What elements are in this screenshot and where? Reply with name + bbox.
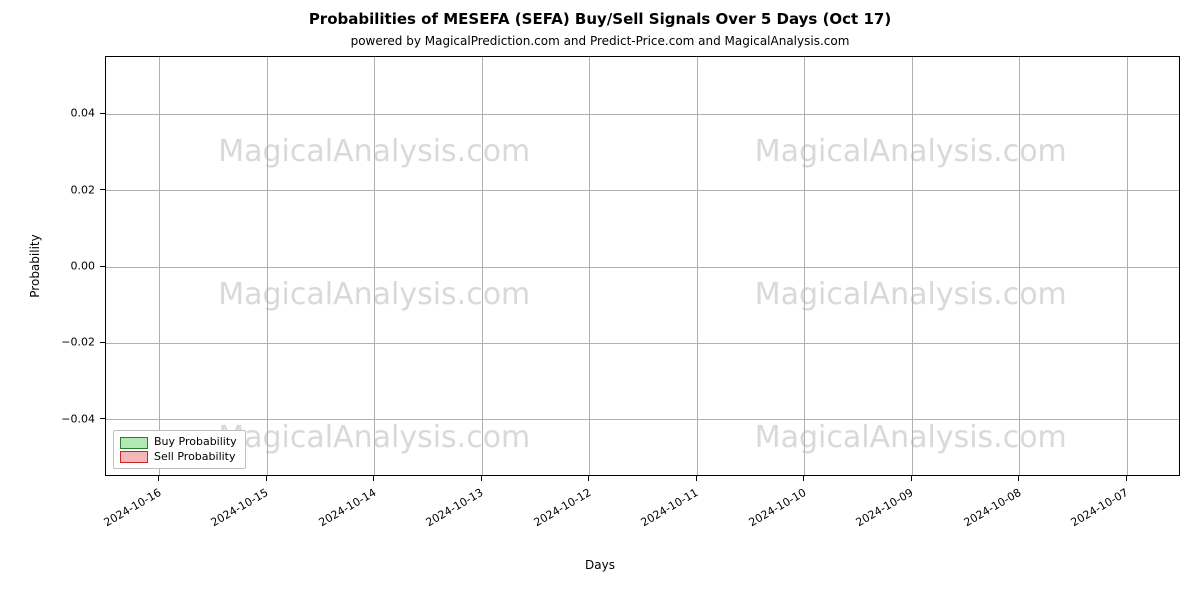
y-tick-label: 0.00 <box>4 260 95 273</box>
y-tick-label: −0.04 <box>4 412 95 425</box>
x-tick-label: 2024-10-10 <box>746 486 808 529</box>
y-tick-mark <box>100 342 105 343</box>
gridline-v <box>482 57 483 475</box>
x-tick-mark <box>158 476 159 481</box>
legend-item: Sell Probability <box>120 450 237 464</box>
x-tick-label: 2024-10-14 <box>316 486 378 529</box>
legend-item: Buy Probability <box>120 435 237 449</box>
x-tick-label: 2024-10-16 <box>101 486 163 529</box>
x-tick-mark <box>911 476 912 481</box>
plot-area: MagicalAnalysis.comMagicalAnalysis.comMa… <box>105 56 1180 476</box>
y-tick-mark <box>100 418 105 419</box>
gridline-v <box>374 57 375 475</box>
x-tick-mark <box>1126 476 1127 481</box>
legend-label: Sell Probability <box>154 450 236 464</box>
x-tick-label: 2024-10-09 <box>854 486 916 529</box>
gridline-v <box>589 57 590 475</box>
gridline-v <box>159 57 160 475</box>
legend-swatch <box>120 437 148 449</box>
gridline-v <box>697 57 698 475</box>
x-tick-mark <box>1018 476 1019 481</box>
y-tick-label: −0.02 <box>4 336 95 349</box>
legend-label: Buy Probability <box>154 435 237 449</box>
legend-swatch <box>120 451 148 463</box>
x-tick-label: 2024-10-11 <box>639 486 701 529</box>
x-tick-label: 2024-10-13 <box>424 486 486 529</box>
gridline-v <box>1019 57 1020 475</box>
gridline-v <box>1127 57 1128 475</box>
x-tick-mark <box>373 476 374 481</box>
y-tick-label: 0.04 <box>4 107 95 120</box>
x-tick-mark <box>266 476 267 481</box>
y-tick-mark <box>100 189 105 190</box>
x-tick-label: 2024-10-07 <box>1069 486 1131 529</box>
gridline-v <box>267 57 268 475</box>
chart-subtitle: powered by MagicalPrediction.com and Pre… <box>0 34 1200 48</box>
gridline-v <box>804 57 805 475</box>
x-tick-label: 2024-10-15 <box>209 486 271 529</box>
y-axis-label: Probability <box>28 234 42 297</box>
legend: Buy ProbabilitySell Probability <box>113 430 246 469</box>
gridline-v <box>912 57 913 475</box>
chart-container: Probabilities of MESEFA (SEFA) Buy/Sell … <box>0 0 1200 600</box>
x-tick-mark <box>803 476 804 481</box>
x-axis-label: Days <box>0 558 1200 572</box>
x-tick-mark <box>481 476 482 481</box>
x-tick-mark <box>696 476 697 481</box>
x-tick-label: 2024-10-08 <box>961 486 1023 529</box>
chart-title: Probabilities of MESEFA (SEFA) Buy/Sell … <box>0 10 1200 28</box>
x-tick-label: 2024-10-12 <box>531 486 593 529</box>
y-tick-mark <box>100 113 105 114</box>
y-tick-mark <box>100 266 105 267</box>
y-tick-label: 0.02 <box>4 183 95 196</box>
x-tick-mark <box>588 476 589 481</box>
